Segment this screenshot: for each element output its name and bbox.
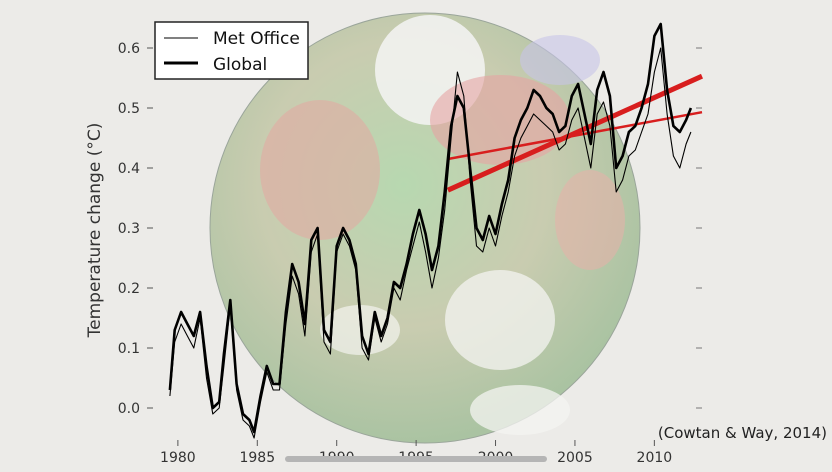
y-tick-label: 0.5: [118, 101, 140, 117]
x-tick-label: 2005: [557, 450, 593, 466]
trend-lines: [446, 73, 704, 193]
y-tick-label: 0.1: [118, 341, 140, 357]
y-tick-label: 0.0: [118, 401, 140, 417]
trend-line-thick: [446, 73, 704, 193]
legend-label-met-office: Met Office: [213, 29, 300, 49]
y-tick-label: 0.2: [118, 281, 140, 297]
legend: Met Office Global: [154, 21, 309, 80]
scrollbar-handle[interactable]: [285, 456, 547, 462]
y-tick-label: 0.6: [118, 41, 140, 57]
y-tick-label: 0.3: [118, 221, 140, 237]
x-tick-label: 1980: [160, 450, 196, 466]
series-line-global: [168, 22, 693, 434]
series-lines: [168, 22, 693, 439]
x-tick-label: 1985: [239, 450, 275, 466]
x-tick-label: 2010: [637, 450, 673, 466]
y-tick-label: 0.4: [118, 161, 140, 177]
legend-label-global: Global: [213, 55, 267, 75]
y-axis-label: Temperature change (°C): [85, 123, 105, 339]
series-line-met-office: [169, 47, 692, 439]
source-credit: (Cowtan & Way, 2014): [658, 424, 827, 442]
